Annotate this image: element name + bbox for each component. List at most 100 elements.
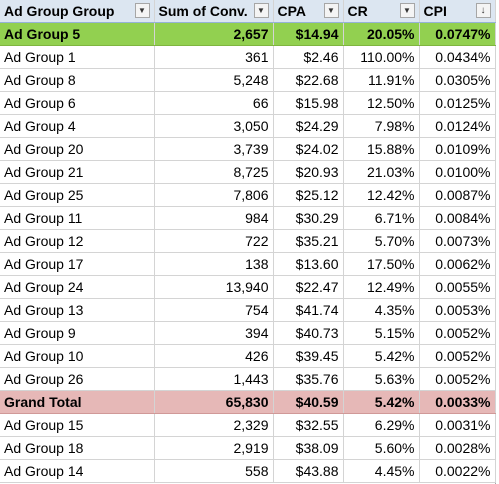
cell-ad-group[interactable]: Ad Group 10 [0, 344, 155, 368]
cell-cpa[interactable]: $25.12 [273, 183, 344, 207]
cell-cpi[interactable]: 0.0033% [419, 390, 496, 414]
cell-sum-conv[interactable]: 8,725 [154, 160, 274, 184]
cell-cr[interactable]: 11.91% [343, 68, 420, 92]
cell-sum-conv[interactable]: 2,329 [154, 413, 274, 437]
cell-sum-conv[interactable]: 361 [154, 45, 274, 69]
cell-cr[interactable]: 5.42% [343, 344, 420, 368]
cell-ad-group[interactable]: Ad Group 12 [0, 229, 155, 253]
cell-sum-conv[interactable]: 66 [154, 91, 274, 115]
cell-cpa[interactable]: $39.45 [273, 344, 344, 368]
cell-cpi[interactable]: 0.0747% [419, 22, 496, 46]
cell-ad-group[interactable]: Ad Group 14 [0, 459, 155, 483]
cell-cpi[interactable]: 0.0055% [419, 275, 496, 299]
cell-cpi[interactable]: 0.0022% [419, 459, 496, 483]
cell-ad-group[interactable]: Ad Group 1 [0, 45, 155, 69]
header-cr[interactable]: CR ▼ [343, 0, 420, 23]
cell-cpi[interactable]: 0.0305% [419, 68, 496, 92]
cell-cpa[interactable]: $20.93 [273, 160, 344, 184]
cell-cr[interactable]: 12.49% [343, 275, 420, 299]
cell-sum-conv[interactable]: 558 [154, 459, 274, 483]
header-cpa[interactable]: CPA ▼ [273, 0, 344, 23]
cell-cr[interactable]: 5.15% [343, 321, 420, 345]
cell-cpi[interactable]: 0.0052% [419, 367, 496, 391]
cell-cpa[interactable]: $40.73 [273, 321, 344, 345]
cell-sum-conv[interactable]: 7,806 [154, 183, 274, 207]
cell-cr[interactable]: 6.71% [343, 206, 420, 230]
cell-cpi[interactable]: 0.0125% [419, 91, 496, 115]
cell-ad-group[interactable]: Ad Group 8 [0, 68, 155, 92]
cell-sum-conv[interactable]: 3,739 [154, 137, 274, 161]
cell-ad-group[interactable]: Ad Group 20 [0, 137, 155, 161]
cell-ad-group[interactable]: Ad Group 5 [0, 22, 155, 46]
chevron-down-icon[interactable]: ▼ [253, 3, 269, 19]
cell-cr[interactable]: 110.00% [343, 45, 420, 69]
cell-cpa[interactable]: $35.76 [273, 367, 344, 391]
cell-ad-group[interactable]: Ad Group 17 [0, 252, 155, 276]
header-sum-conv[interactable]: Sum of Conv. ▼ [154, 0, 274, 23]
cell-cr[interactable]: 6.29% [343, 413, 420, 437]
cell-cpa[interactable]: $43.88 [273, 459, 344, 483]
cell-ad-group[interactable]: Ad Group 26 [0, 367, 155, 391]
chevron-down-icon[interactable]: ▼ [323, 3, 339, 19]
cell-cpi[interactable]: 0.0031% [419, 413, 496, 437]
cell-cpa[interactable]: $13.60 [273, 252, 344, 276]
cell-ad-group[interactable]: Ad Group 4 [0, 114, 155, 138]
cell-cpi[interactable]: 0.0100% [419, 160, 496, 184]
cell-sum-conv[interactable]: 1,443 [154, 367, 274, 391]
cell-cr[interactable]: 12.42% [343, 183, 420, 207]
cell-sum-conv[interactable]: 722 [154, 229, 274, 253]
cell-sum-conv[interactable]: 13,940 [154, 275, 274, 299]
cell-cpi[interactable]: 0.0084% [419, 206, 496, 230]
cell-cpi[interactable]: 0.0028% [419, 436, 496, 460]
cell-ad-group[interactable]: Grand Total [0, 390, 155, 414]
cell-cpi[interactable]: 0.0052% [419, 344, 496, 368]
cell-sum-conv[interactable]: 984 [154, 206, 274, 230]
cell-cr[interactable]: 21.03% [343, 160, 420, 184]
cell-cr[interactable]: 4.45% [343, 459, 420, 483]
cell-ad-group[interactable]: Ad Group 9 [0, 321, 155, 345]
cell-cr[interactable]: 5.70% [343, 229, 420, 253]
cell-cpa[interactable]: $15.98 [273, 91, 344, 115]
cell-cpa[interactable]: $35.21 [273, 229, 344, 253]
cell-cpi[interactable]: 0.0052% [419, 321, 496, 345]
header-ad-group[interactable]: Ad Group Group ▼ [0, 0, 155, 23]
cell-sum-conv[interactable]: 3,050 [154, 114, 274, 138]
cell-cr[interactable]: 17.50% [343, 252, 420, 276]
cell-sum-conv[interactable]: 5,248 [154, 68, 274, 92]
cell-cpa[interactable]: $40.59 [273, 390, 344, 414]
header-cpi[interactable]: CPI ↓ [419, 0, 496, 23]
cell-sum-conv[interactable]: 2,657 [154, 22, 274, 46]
cell-cr[interactable]: 5.60% [343, 436, 420, 460]
cell-cr[interactable]: 4.35% [343, 298, 420, 322]
cell-ad-group[interactable]: Ad Group 11 [0, 206, 155, 230]
cell-ad-group[interactable]: Ad Group 18 [0, 436, 155, 460]
cell-cpi[interactable]: 0.0073% [419, 229, 496, 253]
chevron-down-icon[interactable]: ▼ [399, 3, 415, 19]
cell-sum-conv[interactable]: 754 [154, 298, 274, 322]
cell-cpa[interactable]: $30.29 [273, 206, 344, 230]
cell-cr[interactable]: 7.98% [343, 114, 420, 138]
cell-cpi[interactable]: 0.0062% [419, 252, 496, 276]
cell-cpa[interactable]: $32.55 [273, 413, 344, 437]
cell-sum-conv[interactable]: 138 [154, 252, 274, 276]
cell-cpi[interactable]: 0.0087% [419, 183, 496, 207]
cell-sum-conv[interactable]: 65,830 [154, 390, 274, 414]
chevron-down-icon[interactable]: ▼ [134, 3, 150, 19]
cell-sum-conv[interactable]: 394 [154, 321, 274, 345]
cell-sum-conv[interactable]: 426 [154, 344, 274, 368]
cell-ad-group[interactable]: Ad Group 21 [0, 160, 155, 184]
cell-cpi[interactable]: 0.0124% [419, 114, 496, 138]
cell-cpi[interactable]: 0.0053% [419, 298, 496, 322]
cell-cpa[interactable]: $24.29 [273, 114, 344, 138]
cell-ad-group[interactable]: Ad Group 24 [0, 275, 155, 299]
cell-sum-conv[interactable]: 2,919 [154, 436, 274, 460]
sort-descending-icon[interactable]: ↓ [475, 3, 491, 19]
cell-cpi[interactable]: 0.0434% [419, 45, 496, 69]
cell-cr[interactable]: 20.05% [343, 22, 420, 46]
cell-cpa[interactable]: $22.68 [273, 68, 344, 92]
cell-ad-group[interactable]: Ad Group 15 [0, 413, 155, 437]
cell-cr[interactable]: 12.50% [343, 91, 420, 115]
cell-cpa[interactable]: $22.47 [273, 275, 344, 299]
cell-cr[interactable]: 5.42% [343, 390, 420, 414]
cell-cpa[interactable]: $2.46 [273, 45, 344, 69]
